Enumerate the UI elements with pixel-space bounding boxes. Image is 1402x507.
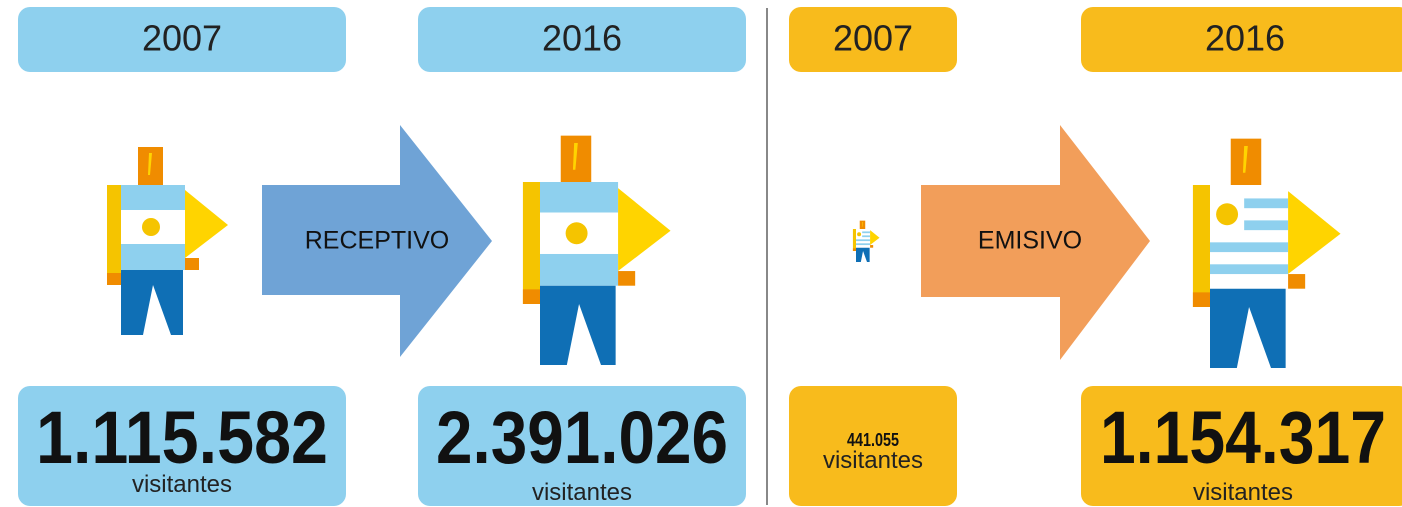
person-icon: [1193, 139, 1341, 368]
unit: visitantes: [823, 447, 923, 474]
unit: visitantes: [132, 471, 232, 498]
unit: visitantes: [1193, 479, 1293, 506]
value: 2.391.026: [436, 396, 728, 479]
person-icon: [523, 136, 671, 365]
value: 1.154.317: [1100, 396, 1386, 479]
arrow-label: EMISIVO: [978, 227, 1082, 255]
person-icon: [853, 221, 880, 262]
person-icon: [107, 147, 228, 335]
unit: visitantes: [532, 479, 632, 506]
infographic: 2007 2016 2007 2016 RECEPTIVO EMISIVO 1.…: [0, 0, 1402, 507]
year: 2007: [142, 18, 222, 59]
value: 1.115.582: [36, 396, 328, 479]
arrow-label: RECEPTIVO: [305, 227, 449, 255]
year: 2007: [833, 18, 913, 59]
year: 2016: [1205, 18, 1285, 59]
year: 2016: [542, 18, 622, 59]
